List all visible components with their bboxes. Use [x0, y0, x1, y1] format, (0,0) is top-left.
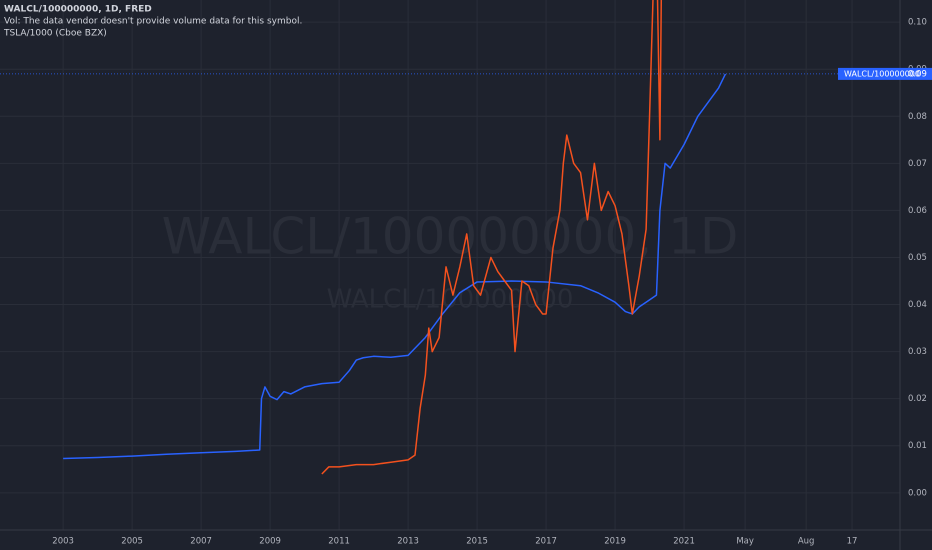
x-tick-label: 2013 [397, 537, 419, 547]
x-tick-label: 2019 [604, 537, 626, 547]
x-tick-label: 2003 [52, 537, 74, 547]
y-tick-label: 0.01 [908, 441, 927, 451]
x-tick-label: May [736, 537, 754, 547]
last-value-name: WALCL/100000000 [844, 69, 920, 78]
x-tick-label: 2007 [190, 537, 212, 547]
x-tick-label: 2017 [535, 537, 557, 547]
x-tick-label: 2015 [466, 537, 488, 547]
x-tick-label: 2011 [328, 537, 350, 547]
chart-title: WALCL/100000000, 1D, FRED [4, 5, 152, 15]
x-tick-label: 17 [847, 537, 858, 547]
x-tick-label: 2021 [673, 537, 695, 547]
annotation: TSLA/1000 (Cboe BZX) [3, 29, 107, 39]
plot [63, 0, 727, 475]
axes: 0.00 0.01 0.02 0.03 0.04 0.05 0.06 0.07 0.08 0.09… [52, 18, 932, 547]
series-line [321, 0, 663, 475]
y-tick-label: 0.02 [908, 394, 927, 404]
watermark: WALCL/100000000, 1D [162, 208, 739, 266]
x-tick-label: 2005 [121, 537, 143, 547]
y-tick-label: 0.05 [908, 253, 927, 263]
y-tick-label: 0.04 [908, 300, 927, 310]
watermark-sub: WALCL/100000000 [327, 285, 574, 315]
x-tick-label: Aug [798, 537, 815, 547]
x-tick-label: 2009 [259, 537, 281, 547]
annotation: Vol: The data vendor doesn't provide vol… [4, 17, 302, 27]
y-tick-label: 0.07 [908, 159, 927, 169]
last-value-box [838, 67, 932, 80]
y-tick-label: 0.10 [908, 18, 927, 28]
last-value-label: 0.09 [908, 69, 927, 79]
grid [0, 0, 900, 530]
series-line [63, 73, 727, 460]
y-tick-label: 0.06 [908, 206, 927, 216]
y-tick-label: 0.08 [908, 112, 927, 122]
y-tick-label: 0.00 [908, 488, 927, 498]
y-tick-label: 0.03 [908, 347, 927, 357]
